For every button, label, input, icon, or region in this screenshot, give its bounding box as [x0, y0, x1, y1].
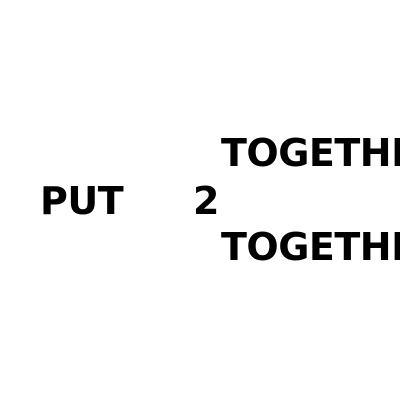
word-together-bottom: TOGETHER: [221, 225, 400, 269]
word-together-top: TOGETHER: [221, 131, 400, 175]
word-put: PUT: [40, 179, 124, 223]
number-two: 2: [193, 179, 219, 223]
